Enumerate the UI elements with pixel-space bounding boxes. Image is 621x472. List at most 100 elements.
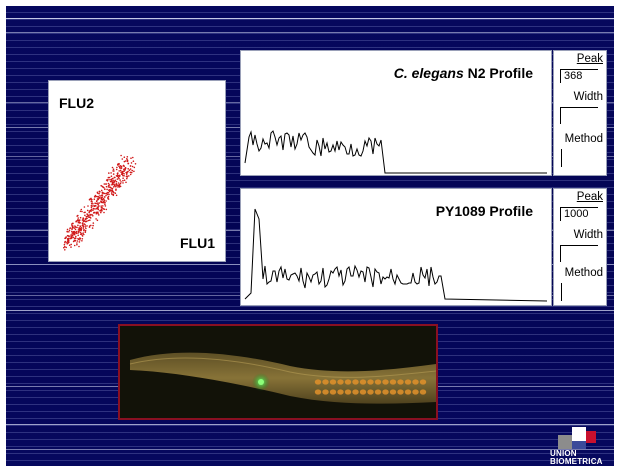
peak-value-field[interactable]: 368: [560, 69, 598, 83]
scatter-point: [119, 182, 122, 185]
scatter-point: [96, 206, 99, 208]
strain-label: N2 Profile: [463, 65, 533, 81]
scatter-point: [92, 203, 94, 205]
scatter-point: [77, 217, 79, 219]
scatter-point: [101, 201, 103, 203]
scatter-point: [104, 196, 106, 198]
width-value-field[interactable]: [560, 107, 598, 124]
egg: [367, 379, 374, 385]
scatter-point: [117, 176, 120, 179]
scatter-point: [109, 178, 111, 181]
divider-line: [6, 18, 614, 19]
scatter-point: [121, 158, 124, 160]
scatter-point: [101, 198, 104, 201]
union-biometrica-logo: UNION BIOMETRICA: [550, 427, 610, 466]
scatter-point: [100, 189, 103, 192]
scatter-point: [94, 211, 96, 214]
scatter-point: [77, 237, 79, 240]
scatter-point: [120, 171, 123, 173]
scatter-point: [123, 168, 125, 171]
scatter-point: [67, 242, 69, 244]
peak-value-field[interactable]: 1000: [560, 207, 598, 221]
scatter-point: [107, 182, 110, 185]
egg: [359, 389, 367, 395]
scatter-point: [89, 217, 92, 219]
scatter-point: [120, 154, 122, 157]
scatter-point: [107, 191, 109, 194]
scatter-point: [105, 185, 108, 188]
scatter-point: [82, 218, 84, 220]
scatter-point: [74, 237, 77, 239]
scatter-point: [97, 195, 99, 198]
scatter-point: [81, 223, 84, 225]
scatter-point: [77, 232, 79, 234]
scatter-point: [107, 176, 110, 179]
scatter-point: [77, 221, 80, 224]
scatter-point: [129, 173, 132, 176]
scatter-point: [83, 206, 86, 208]
egg: [382, 379, 389, 385]
scatter-point: [68, 244, 71, 246]
scatter-point: [83, 233, 85, 236]
scatter-point: [123, 175, 125, 177]
scatter-point: [116, 166, 118, 169]
scatter-point: [64, 249, 66, 251]
egg: [397, 389, 404, 395]
scatter-point: [70, 243, 72, 246]
n2-profile-panel: C. elegans N2 Profile: [240, 50, 552, 176]
scatter-point: [131, 165, 134, 168]
scatter-point: [112, 181, 114, 184]
scatter-point: [119, 179, 121, 181]
scatter-point: [89, 198, 91, 200]
scatter-point: [109, 189, 112, 191]
scatter-point: [68, 231, 70, 233]
scatter-point: [84, 231, 87, 233]
scatter-point: [134, 163, 137, 165]
scatter-point: [79, 225, 81, 227]
scatter-point: [86, 225, 88, 227]
egg: [344, 379, 352, 385]
scatter-point: [82, 232, 84, 234]
scatter-point: [121, 170, 124, 173]
scatter-point: [75, 235, 77, 238]
py1089-profile-panel: PY1089 Profile: [240, 188, 552, 306]
scatter-point: [120, 165, 123, 168]
scatter-point: [90, 210, 92, 213]
scatter-point: [79, 233, 82, 235]
method-value-field[interactable]: [561, 149, 562, 167]
scatter-point: [76, 226, 78, 229]
scatter-point: [131, 169, 133, 172]
scatter-point: [90, 204, 93, 207]
scatter-point: [99, 195, 101, 197]
egg: [412, 389, 419, 395]
scatter-point: [133, 170, 135, 173]
egg: [404, 389, 412, 395]
scatter-point: [124, 169, 126, 171]
scatter-point: [77, 224, 79, 227]
scatter-point: [114, 176, 116, 179]
scatter-point: [118, 183, 121, 186]
scatter-point: [95, 195, 98, 198]
method-value-field[interactable]: [561, 283, 562, 301]
scatter-point: [66, 231, 69, 233]
scatter-point: [103, 211, 105, 214]
width-value-field[interactable]: [560, 245, 598, 262]
scatter-point: [70, 234, 72, 236]
logo-mark: [558, 427, 596, 449]
scatter-point: [111, 187, 113, 190]
scatter-point: [87, 205, 89, 207]
scatter-point: [122, 179, 124, 182]
scatter-point: [133, 166, 136, 169]
scatter-point: [129, 165, 132, 167]
scatter-point: [105, 200, 107, 202]
scatter-point: [72, 230, 75, 233]
egg: [389, 379, 397, 385]
scatter-point: [100, 211, 102, 214]
scatter-point: [72, 226, 74, 229]
scatter-point: [72, 222, 74, 225]
scatter-point: [97, 202, 99, 204]
scatter-point: [117, 182, 120, 184]
scatter-point: [63, 243, 66, 246]
scatter-point: [70, 237, 73, 239]
scatter-point: [120, 181, 122, 183]
